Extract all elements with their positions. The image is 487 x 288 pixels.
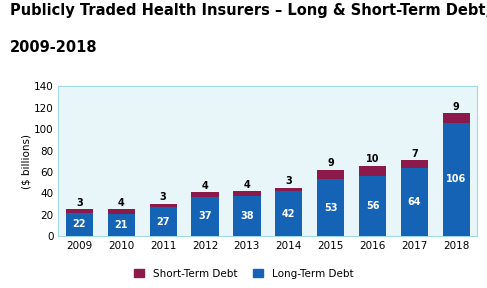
Text: 9: 9 bbox=[453, 102, 460, 111]
Text: 22: 22 bbox=[73, 219, 86, 230]
Bar bbox=[443, 123, 470, 236]
Bar bbox=[66, 209, 93, 213]
Bar bbox=[443, 113, 470, 123]
Bar bbox=[401, 168, 428, 236]
Bar bbox=[359, 176, 386, 236]
Bar bbox=[233, 191, 261, 196]
Bar bbox=[150, 207, 177, 236]
Text: 4: 4 bbox=[118, 198, 125, 208]
Bar bbox=[401, 160, 428, 168]
Y-axis label: ($ billions): ($ billions) bbox=[21, 134, 31, 189]
Text: 7: 7 bbox=[411, 149, 418, 159]
Text: 9: 9 bbox=[327, 158, 334, 168]
Text: 53: 53 bbox=[324, 203, 337, 213]
Text: 27: 27 bbox=[156, 217, 170, 227]
Text: 2009-2018: 2009-2018 bbox=[10, 40, 97, 55]
Text: 3: 3 bbox=[160, 192, 167, 202]
Text: 106: 106 bbox=[446, 175, 467, 185]
Text: 38: 38 bbox=[240, 211, 254, 221]
Bar bbox=[191, 197, 219, 236]
Bar bbox=[191, 192, 219, 197]
Text: 3: 3 bbox=[285, 177, 292, 186]
Text: 37: 37 bbox=[198, 211, 212, 221]
Text: Publicly Traded Health Insurers – Long & Short-Term Debt,: Publicly Traded Health Insurers – Long &… bbox=[10, 3, 487, 18]
Text: 64: 64 bbox=[408, 197, 421, 207]
Bar bbox=[317, 179, 344, 236]
Bar bbox=[275, 191, 302, 236]
Text: 10: 10 bbox=[366, 154, 379, 164]
Bar bbox=[108, 214, 135, 236]
Text: 42: 42 bbox=[282, 209, 296, 219]
Text: 21: 21 bbox=[114, 220, 128, 230]
Bar bbox=[359, 166, 386, 176]
Text: 56: 56 bbox=[366, 201, 379, 211]
Bar bbox=[275, 188, 302, 191]
Bar bbox=[150, 204, 177, 207]
Bar bbox=[317, 170, 344, 179]
Text: 4: 4 bbox=[202, 181, 208, 191]
Bar bbox=[108, 209, 135, 214]
Legend: Short-Term Debt, Long-Term Debt: Short-Term Debt, Long-Term Debt bbox=[130, 264, 357, 283]
Text: 3: 3 bbox=[76, 198, 83, 208]
Bar bbox=[66, 213, 93, 236]
Text: 4: 4 bbox=[244, 180, 250, 190]
Bar bbox=[233, 196, 261, 236]
